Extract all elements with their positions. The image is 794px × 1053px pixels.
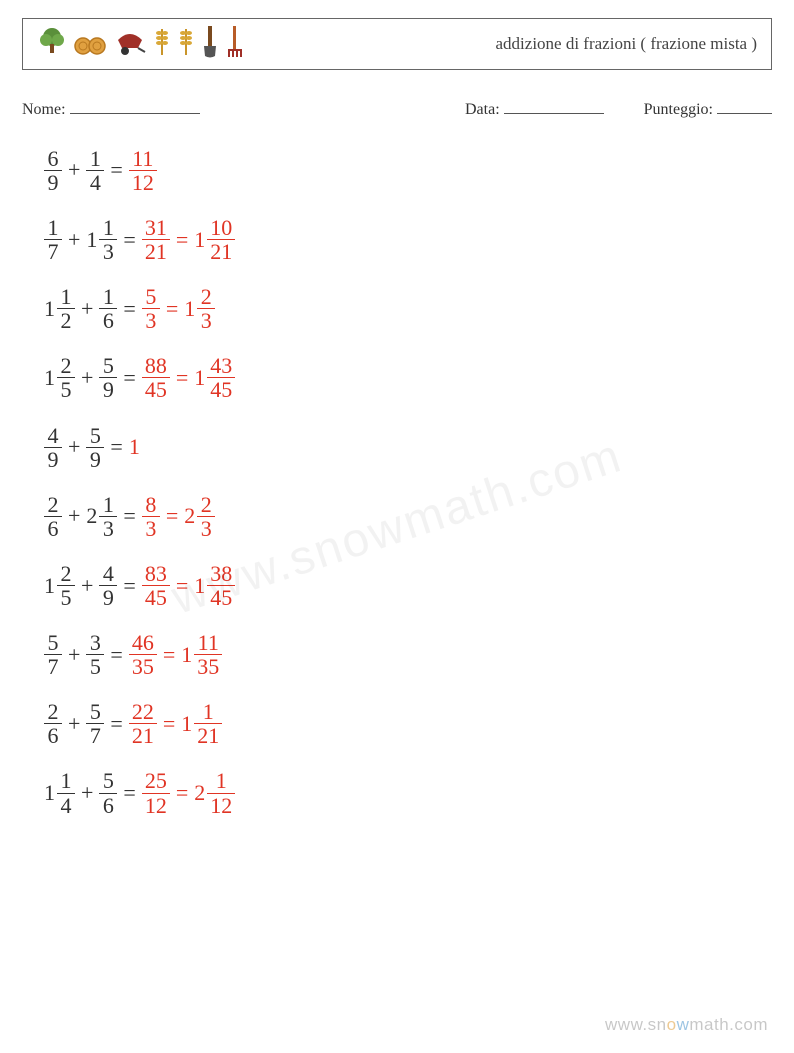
worksheet-title: addizione di frazioni ( frazione mista ): [245, 34, 757, 54]
problem-row: 114+56=2512=2112: [44, 769, 772, 816]
score-field: Punteggio:: [644, 96, 772, 119]
date-blank[interactable]: [504, 96, 604, 114]
header-icon-row: [37, 24, 245, 64]
problem-row: 125+59=8845=14345: [44, 354, 772, 401]
score-blank[interactable]: [717, 96, 772, 114]
problem-row: 57+35=4635=11135: [44, 631, 772, 678]
haybale-icon: [73, 26, 107, 62]
date-field: Data:: [465, 96, 604, 119]
name-label: Nome:: [22, 101, 66, 118]
wheelbarrow-icon: [113, 26, 147, 62]
watermark: www.snowmath.com: [605, 1015, 768, 1035]
rake-icon: [225, 24, 245, 64]
problem-row: 17+113=3121=11021: [44, 216, 772, 263]
info-row: Nome: Data: Punteggio:: [22, 96, 772, 119]
problem-row: 125+49=8345=13845: [44, 562, 772, 609]
shovel-icon: [201, 24, 219, 64]
problem-row: 49+59=1: [44, 424, 772, 471]
tree-icon: [37, 26, 67, 62]
worksheet-header: addizione di frazioni ( frazione mista ): [22, 18, 772, 70]
wheat-icon: [177, 25, 195, 63]
problem-row: 26+57=2221=1121: [44, 700, 772, 747]
date-label: Data:: [465, 101, 500, 118]
problem-row: 26+213=83=223: [44, 493, 772, 540]
wheat-icon: [153, 25, 171, 63]
name-blank[interactable]: [70, 96, 200, 114]
name-field: Nome:: [22, 96, 465, 119]
problem-list: 69+14=1112 17+113=3121=11021 112+16=53=123…: [22, 147, 772, 817]
score-label: Punteggio:: [644, 101, 713, 118]
problem-row: 69+14=1112: [44, 147, 772, 194]
problem-row: 112+16=53=123: [44, 285, 772, 332]
